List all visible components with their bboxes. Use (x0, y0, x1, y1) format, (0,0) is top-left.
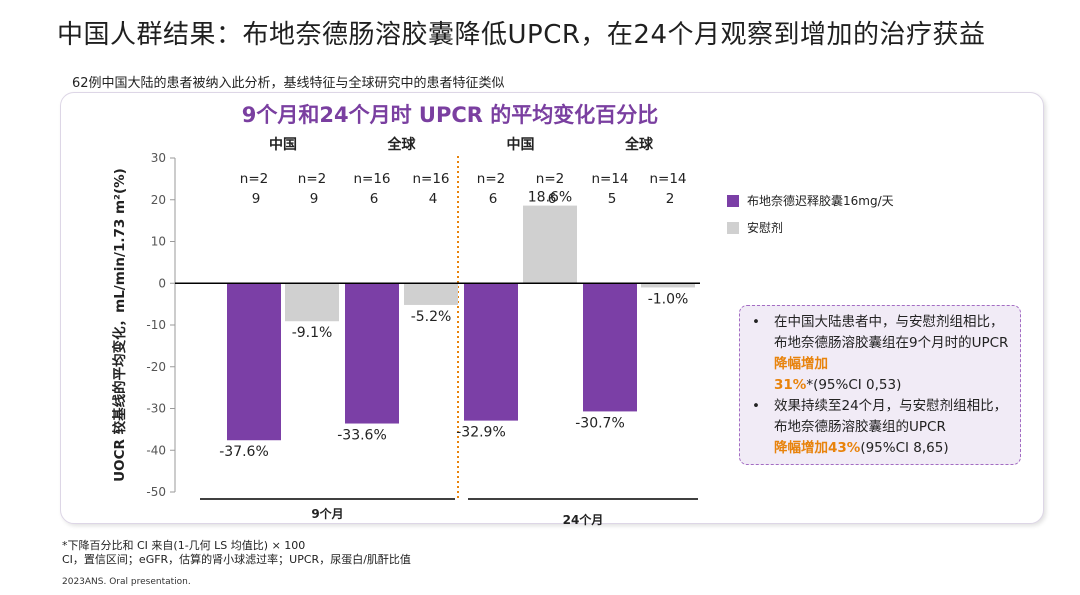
footnote-line-2: CI，置信区间；eGFR，估算的肾小球滤过率；UPCR，尿蛋白/肌酐比值 (62, 553, 411, 566)
bar-placebo (285, 283, 339, 322)
finding-highlight: 降幅增加 (774, 356, 828, 372)
chart-title: 9个月和24个月时 UPCR 的平均变化百分比 (241, 103, 659, 127)
n-label: n=2 (298, 171, 326, 187)
timepoint-label: 9个月 (311, 506, 343, 521)
legend-swatch-drug (727, 194, 739, 207)
bullet-mark: • (752, 314, 760, 330)
y-tick-label: 30 (151, 151, 166, 165)
bar-placebo (641, 283, 695, 288)
footnote: *下降百分比和 CI 来自(1-几何 LS 均值比) × 100 CI，置信区间… (62, 539, 411, 567)
legend-swatch-placebo (727, 221, 739, 234)
bullet-mark: • (752, 398, 760, 414)
finding-item-24-month: • 效果持续至24个月，与安慰剂组相比，布地奈德肠溶胶囊组的UPCR 降幅增加43%… (748, 396, 1012, 459)
page-subtitle: 62例中国大陆的患者被纳入此分析，基线特征与全球研究中的患者特征类似 (72, 76, 505, 91)
legend-label-placebo: 安慰剂 (747, 221, 784, 235)
n-label: n=2 (477, 171, 505, 187)
y-tick-label: 20 (151, 193, 166, 207)
n-label-digit: 9 (310, 191, 319, 207)
n-label: n=14 (649, 171, 686, 187)
key-findings-callout: • 在中国大陆患者中，与安慰剂组相比，布地奈德肠溶胶囊组在9个月时的UPCR 降幅增… (739, 305, 1021, 465)
footnote-line-1: *下降百分比和 CI 来自(1-几何 LS 均值比) × 100 (62, 539, 306, 552)
n-label: n=14 (591, 171, 628, 187)
timepoint-label: 24个月 (563, 512, 604, 527)
y-tick-label: -50 (146, 485, 166, 499)
n-label-digit: 6 (548, 191, 557, 207)
data-label: -37.6% (219, 444, 269, 460)
n-label: n=2 (536, 171, 564, 187)
finding-ci: (95%CI 8,65) (860, 440, 949, 456)
finding-highlight: 降幅增加43% (774, 440, 861, 456)
legend-item-placebo: 安慰剂 (727, 219, 894, 236)
finding-text: 效果持续至24个月，与安慰剂组相比，布地奈德肠溶胶囊组的UPCR (774, 398, 1008, 435)
y-tick-label: 10 (151, 235, 166, 249)
y-tick-label: -20 (146, 360, 166, 374)
chart-legend: 布地奈德迟释胶囊16mg/天 安慰剂 (727, 192, 894, 246)
group-label: 中国 (269, 136, 297, 153)
data-label: 18.6% (528, 190, 572, 206)
y-tick-label: 0 (158, 276, 166, 290)
bar-placebo (523, 205, 577, 284)
data-label: -9.1% (292, 325, 333, 341)
finding-text: 在中国大陆患者中，与安慰剂组相比，布地奈德肠溶胶囊组在9个月时的UPCR (774, 314, 1009, 351)
data-label: -30.7% (575, 415, 625, 431)
n-label: n=16 (353, 171, 390, 187)
n-label-digit: 4 (429, 191, 438, 207)
n-label-digit: 5 (608, 191, 617, 207)
page-title: 中国人群结果：布地奈德肠溶胶囊降低UPCR，在24个月观察到增加的治疗获益 (57, 20, 986, 50)
data-label: -1.0% (648, 291, 689, 307)
n-label: n=2 (240, 171, 268, 187)
bar-drug (583, 283, 637, 412)
n-label: n=16 (412, 171, 449, 187)
finding-highlight-value: 31% (774, 377, 807, 393)
y-axis-label: UOCR 较基线的平均变化，mL/min/1.73 m²(%) (111, 168, 128, 482)
data-label: -33.6% (337, 428, 387, 444)
legend-label-drug: 布地奈德迟释胶囊16mg/天 (747, 194, 894, 208)
n-label-digit: 2 (666, 191, 675, 207)
bar-drug (464, 283, 518, 421)
y-tick-label: -30 (146, 402, 166, 416)
group-label: 全球 (624, 136, 654, 153)
y-tick-label: -40 (146, 443, 166, 457)
bar-drug (345, 283, 399, 424)
finding-item-9-month: • 在中国大陆患者中，与安慰剂组相比，布地奈德肠溶胶囊组在9个月时的UPCR 降幅增… (748, 312, 1012, 396)
source-citation: 2023ANS. Oral presentation. (62, 577, 191, 587)
legend-item-drug: 布地奈德迟释胶囊16mg/天 (727, 192, 894, 209)
bar-placebo (404, 283, 458, 305)
group-label: 中国 (507, 136, 535, 153)
bar-drug (227, 283, 281, 441)
finding-ci: *(95%CI 0,53) (806, 377, 902, 393)
data-label: -32.9% (456, 425, 506, 441)
n-label-digit: 6 (370, 191, 379, 207)
group-label: 全球 (387, 136, 417, 153)
data-label: -5.2% (411, 309, 452, 325)
y-tick-label: -10 (146, 318, 166, 332)
n-label-digit: 9 (252, 191, 261, 207)
n-label-digit: 6 (489, 191, 498, 207)
